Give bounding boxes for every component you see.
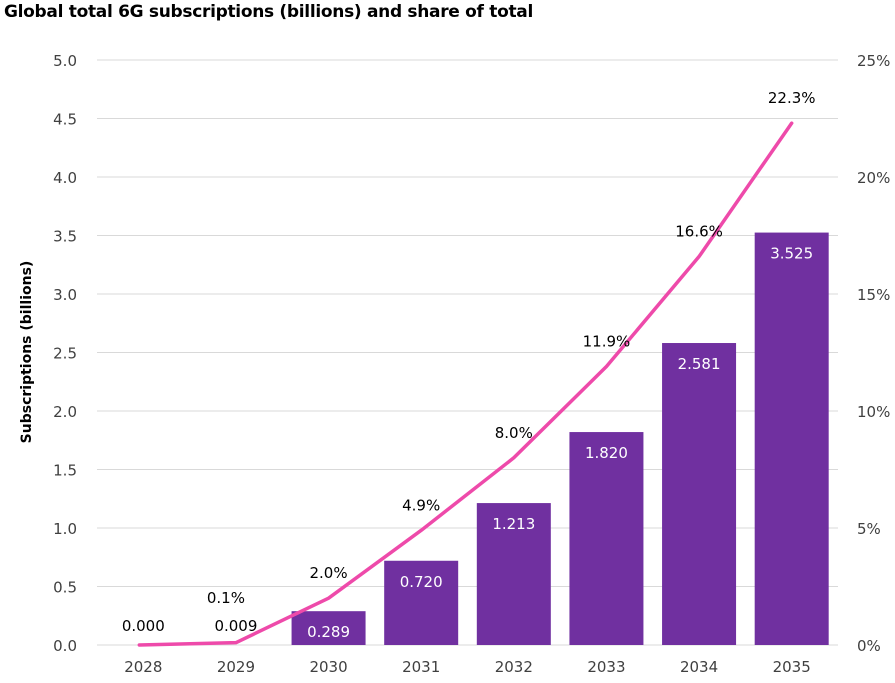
y2-tick-label: 10% bbox=[857, 403, 890, 421]
y2-tick-label: 5% bbox=[857, 520, 881, 538]
share-value-label: 4.9% bbox=[402, 496, 440, 514]
x-tick-label: 2028 bbox=[124, 658, 162, 676]
chart-title: Global total 6G subscriptions (billions)… bbox=[4, 2, 533, 22]
bar-value-label: 0.289 bbox=[307, 623, 350, 641]
bar-value-label: 1.820 bbox=[585, 444, 628, 462]
bar-value-label: 0.009 bbox=[214, 617, 257, 635]
bar bbox=[569, 432, 644, 645]
bar-value-label: 0.000 bbox=[122, 617, 165, 635]
bar bbox=[384, 560, 459, 645]
share-value-label: 2.0% bbox=[310, 564, 348, 582]
y2-tick-label: 0% bbox=[857, 637, 881, 655]
x-tick-label: 2032 bbox=[495, 658, 533, 676]
share-value-label: 16.6% bbox=[675, 223, 723, 241]
y2-tick-label: 25% bbox=[857, 52, 890, 70]
bar-value-label: 1.213 bbox=[492, 515, 535, 533]
y-axis-label: Subscriptions (billions) bbox=[19, 261, 35, 444]
share-value-label: 11.9% bbox=[583, 333, 631, 351]
y-tick-label: 1.5 bbox=[53, 462, 77, 480]
x-tick-label: 2034 bbox=[680, 658, 718, 676]
bar bbox=[476, 503, 551, 645]
y-tick-label: 0.0 bbox=[53, 637, 77, 655]
x-tick-label: 2035 bbox=[773, 658, 811, 676]
bar bbox=[754, 232, 829, 645]
y-tick-label: 2.0 bbox=[53, 403, 77, 421]
bar bbox=[662, 343, 737, 645]
y-tick-label: 1.0 bbox=[53, 520, 77, 538]
x-tick-label: 2033 bbox=[587, 658, 625, 676]
y-tick-label: 5.0 bbox=[53, 52, 77, 70]
bar-value-label: 2.581 bbox=[678, 355, 721, 373]
y2-tick-label: 20% bbox=[857, 169, 890, 187]
share-value-label: 0.1% bbox=[207, 589, 245, 607]
y-tick-label: 4.5 bbox=[53, 111, 77, 129]
y-tick-label: 4.0 bbox=[53, 169, 77, 187]
x-tick-label: 2031 bbox=[402, 658, 440, 676]
x-tick-label: 2029 bbox=[217, 658, 255, 676]
y-tick-label: 0.5 bbox=[53, 579, 77, 597]
y-tick-label: 3.5 bbox=[53, 228, 77, 246]
bar bbox=[291, 611, 366, 645]
y-tick-label: 3.0 bbox=[53, 286, 77, 304]
share-line bbox=[137, 121, 794, 647]
y-tick-label: 2.5 bbox=[53, 345, 77, 363]
bar-value-label: 3.525 bbox=[770, 245, 813, 263]
y2-tick-label: 15% bbox=[857, 286, 890, 304]
share-value-label: 8.0% bbox=[495, 424, 533, 442]
share-value-label: 22.3% bbox=[768, 89, 816, 107]
x-tick-label: 2030 bbox=[309, 658, 347, 676]
bar-value-label: 0.720 bbox=[400, 573, 443, 591]
